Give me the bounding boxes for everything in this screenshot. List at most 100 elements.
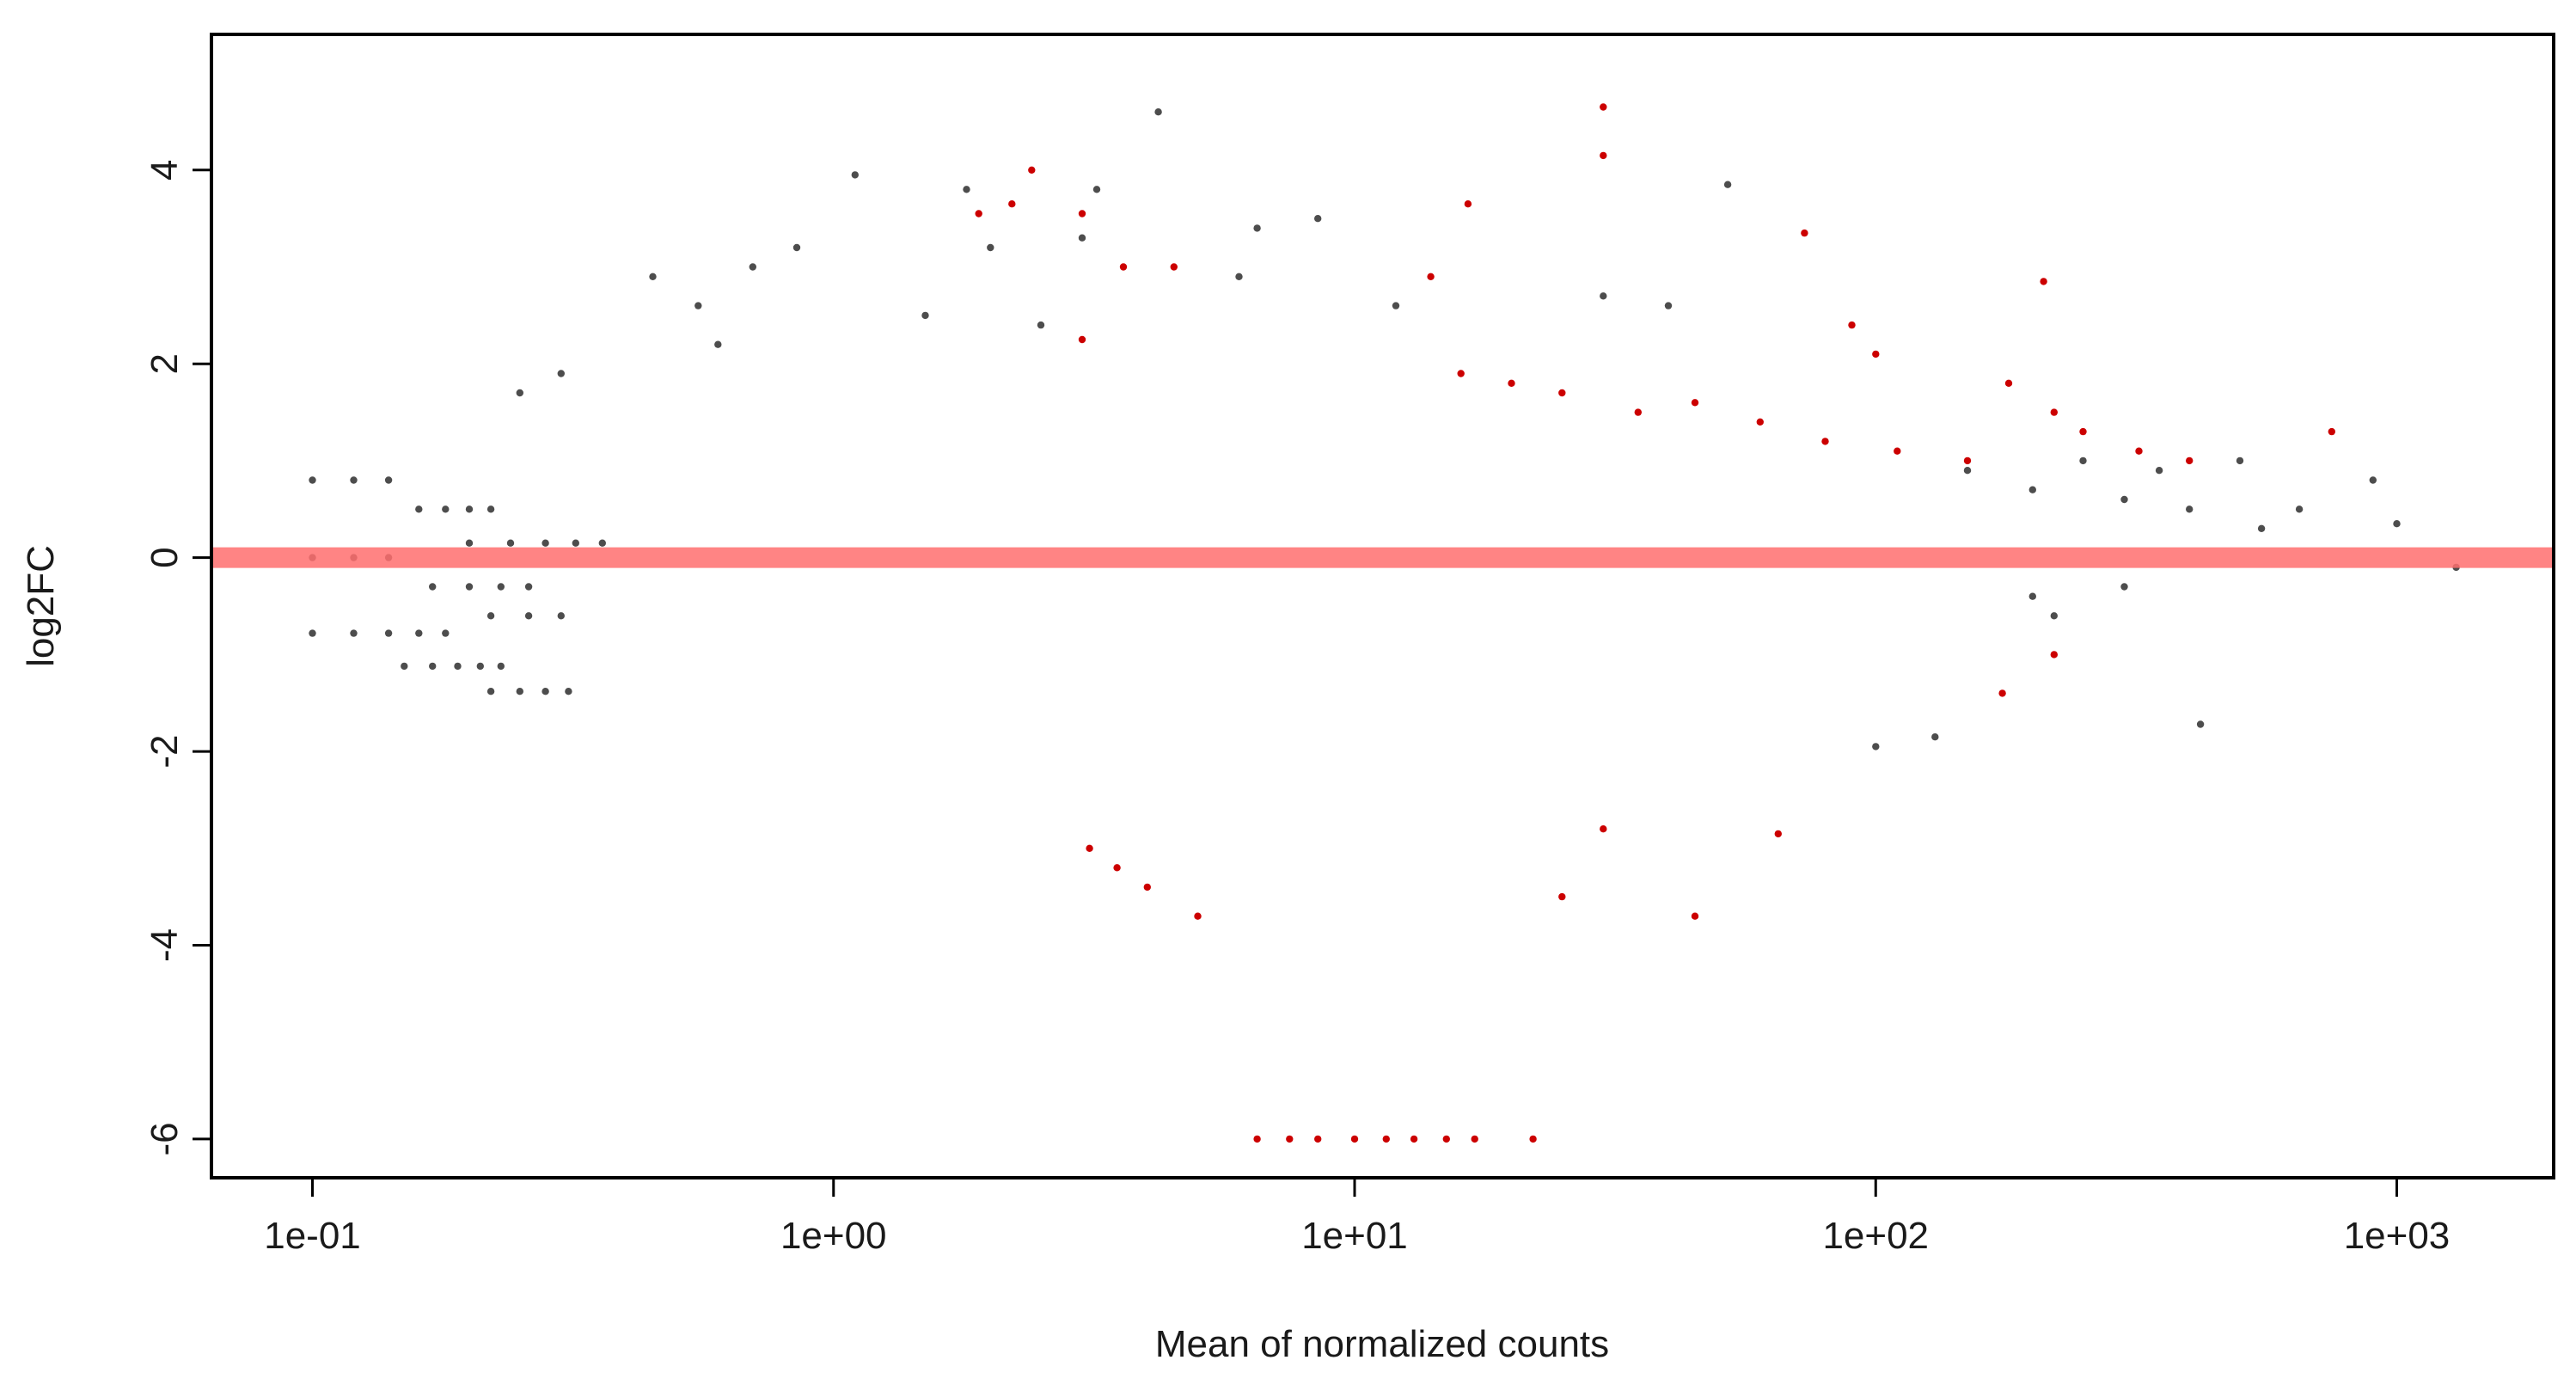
data-point: [1392, 302, 1400, 309]
data-point: [1119, 263, 1128, 271]
data-point: [1756, 418, 1764, 426]
data-point: [542, 688, 549, 695]
series-significant: [975, 103, 2335, 1143]
data-point: [1774, 830, 1782, 838]
data-point: [1464, 200, 1472, 208]
data-point: [497, 583, 505, 591]
data-point: [694, 302, 702, 309]
x-tick-label: 1e+03: [2344, 1215, 2451, 1257]
data-point: [506, 539, 515, 547]
data-point: [309, 629, 316, 637]
data-point: [987, 243, 994, 252]
y-axis-title: log2FC: [20, 545, 62, 667]
data-point: [2079, 427, 2087, 436]
y-tick-label: -6: [144, 1122, 186, 1155]
data-point: [565, 688, 572, 695]
data-point: [454, 662, 462, 671]
data-point: [2050, 612, 2058, 620]
data-point: [2120, 583, 2128, 591]
data-point: [1078, 210, 1086, 218]
data-point: [2186, 456, 2194, 465]
data-point: [1286, 1135, 1294, 1143]
data-point: [598, 539, 606, 547]
data-point: [1872, 743, 1880, 751]
data-point: [442, 505, 450, 513]
data-point: [442, 629, 450, 637]
data-point: [1113, 864, 1121, 872]
data-point: [1314, 1135, 1322, 1143]
data-point: [524, 583, 533, 591]
data-point: [649, 273, 657, 280]
data-point: [1963, 456, 1972, 465]
data-point: [1427, 273, 1435, 280]
data-point: [1092, 186, 1101, 193]
data-point: [792, 243, 801, 252]
data-point: [486, 688, 495, 695]
data-point: [1028, 166, 1036, 174]
data-point: [1723, 181, 1732, 188]
y-tick-label: -4: [144, 928, 186, 962]
y-axis: 4 2 0 -2 -4 -6: [144, 160, 211, 1155]
data-point: [429, 583, 437, 591]
points-layer: [309, 103, 2460, 1143]
data-point: [1314, 215, 1322, 223]
data-point: [465, 583, 474, 591]
data-point: [1529, 1135, 1537, 1143]
data-point: [1963, 467, 1972, 475]
data-point: [486, 612, 495, 620]
data-point: [1008, 200, 1016, 208]
data-point: [963, 186, 970, 193]
data-point: [557, 370, 565, 377]
data-point: [557, 612, 565, 620]
data-point: [2196, 720, 2205, 728]
data-point: [1931, 733, 1939, 741]
data-point: [1664, 302, 1673, 309]
data-point: [1253, 224, 1261, 232]
data-point: [1350, 1135, 1359, 1143]
data-point: [1235, 273, 1243, 280]
data-point: [524, 612, 533, 620]
data-point: [1457, 370, 1465, 377]
data-point: [1410, 1135, 1418, 1143]
data-point: [1600, 151, 1607, 160]
data-point: [2079, 456, 2087, 465]
data-point: [2050, 408, 2058, 416]
data-point: [486, 505, 495, 513]
data-point: [572, 539, 579, 547]
data-point: [2028, 592, 2036, 600]
data-point: [1600, 292, 1607, 300]
data-point: [1801, 229, 1808, 237]
data-point: [384, 629, 393, 637]
data-point: [465, 505, 474, 513]
data-point: [1508, 379, 1515, 387]
data-point: [415, 629, 423, 637]
data-point: [1872, 350, 1880, 358]
data-point: [309, 476, 316, 484]
data-point: [1194, 912, 1202, 920]
data-point: [2393, 520, 2401, 528]
data-point: [415, 505, 423, 513]
data-point: [1078, 335, 1086, 344]
data-point: [1600, 103, 1607, 111]
data-point: [1600, 825, 1607, 833]
data-point: [749, 263, 756, 271]
data-point: [1558, 389, 1566, 397]
data-point: [1848, 321, 1856, 329]
data-point: [429, 662, 437, 671]
data-point: [2120, 495, 2128, 504]
data-point: [2050, 651, 2058, 659]
data-point: [1154, 108, 1162, 116]
data-point: [851, 171, 859, 179]
data-point: [2155, 467, 2163, 475]
data-point: [2004, 379, 2013, 387]
data-point: [975, 210, 982, 218]
data-point: [1382, 1135, 1391, 1143]
data-point: [2135, 447, 2143, 455]
data-point: [1894, 447, 1901, 455]
data-point: [1821, 438, 1829, 445]
data-point: [465, 539, 474, 547]
plot-frame: [210, 33, 2555, 1179]
